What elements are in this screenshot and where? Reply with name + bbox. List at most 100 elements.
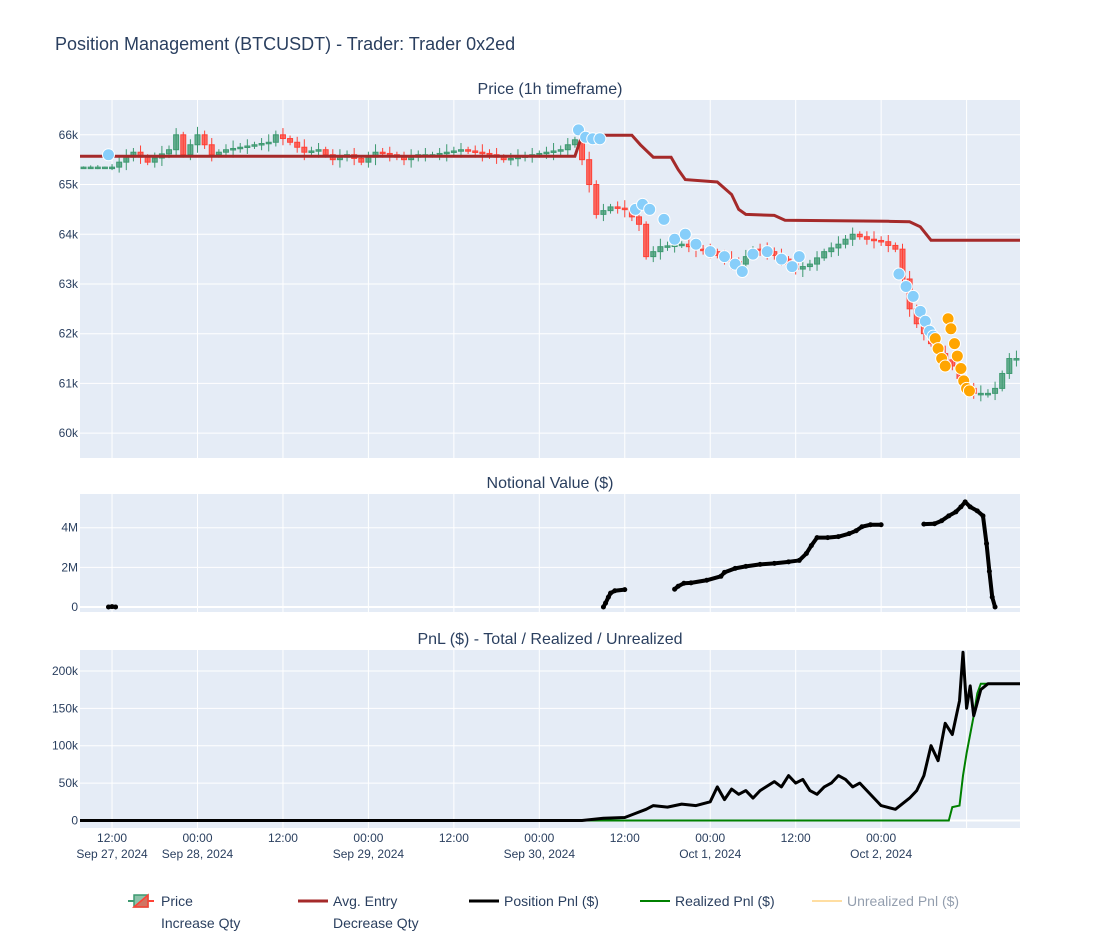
candle-up — [315, 149, 322, 152]
candle-down — [201, 134, 208, 146]
position-pnl-line — [80, 650, 1020, 822]
notional-segment — [980, 513, 989, 546]
candle-up — [999, 372, 1006, 389]
increase-qty-marker — [735, 265, 749, 279]
candle-up — [678, 243, 685, 247]
candle-up — [992, 387, 999, 394]
legend-item-decrease-qty[interactable]: Decrease Qty — [333, 915, 419, 931]
notional-segment — [984, 541, 992, 574]
increase-qty-marker — [792, 250, 806, 264]
legend-item-avg-entry[interactable]: Avg. Entry — [298, 893, 397, 909]
legend-label-unrealized-pnl: Unrealized Pnl ($) — [847, 893, 959, 909]
candle-down — [144, 156, 151, 163]
notional-plot-area[interactable] — [80, 494, 1020, 612]
x-tick-date-label: Sep 30, 2024 — [504, 847, 576, 861]
increase-qty-marker — [678, 227, 692, 241]
x-tick-date-label: Sep 29, 2024 — [333, 847, 405, 861]
candle-up — [607, 206, 614, 212]
y-tick-label: 50k — [59, 776, 79, 790]
legend-label-decrease-qty: Decrease Qty — [333, 915, 419, 931]
candle-up — [194, 134, 201, 146]
candle-down — [878, 239, 885, 243]
candle-up — [166, 149, 173, 155]
candle-down — [614, 206, 621, 209]
candle-down — [322, 149, 329, 156]
realized-pnl-line — [80, 682, 1020, 822]
price-plot-area[interactable] — [80, 100, 1020, 458]
price-gridlines — [80, 100, 1020, 458]
candle-down — [379, 151, 386, 155]
candle-up — [258, 143, 265, 146]
legend-item-increase-qty[interactable]: Increase Qty — [161, 915, 240, 931]
candle-up — [272, 134, 279, 143]
decrease-qty-markers — [928, 312, 976, 398]
y-tick-label: 61k — [59, 376, 79, 390]
notional-point — [878, 522, 884, 528]
x-tick-date-label: Sep 27, 2024 — [76, 847, 148, 861]
increase-qty-marker — [899, 279, 913, 293]
candle-down — [593, 184, 600, 215]
candle-up — [222, 149, 229, 153]
x-tick-date-label: Oct 2, 2024 — [850, 847, 912, 861]
y-tick-label: 4M — [61, 521, 78, 535]
candle-up — [173, 134, 180, 151]
decrease-qty-marker — [938, 359, 952, 373]
candle-up — [550, 150, 557, 153]
x-tick-label: 12:00 — [439, 831, 469, 845]
legend-label-price: Price — [161, 893, 193, 909]
candle-up — [564, 144, 571, 151]
candle-up — [109, 166, 116, 170]
y-tick-label: 150k — [52, 701, 79, 715]
notional-subplot-title: Notional Value ($) — [487, 475, 614, 492]
candle-up — [251, 144, 258, 147]
candle-down — [885, 241, 892, 246]
decrease-qty-marker — [947, 337, 961, 351]
notional-point — [622, 587, 628, 593]
candle-up — [657, 246, 664, 253]
candle-up — [123, 156, 130, 163]
candle-up — [799, 266, 806, 270]
legend-item-unrealized-pnl[interactable]: Unrealized Pnl ($) — [812, 893, 959, 909]
increase-qty-marker — [785, 260, 799, 274]
candle-down — [472, 150, 479, 153]
y-tick-label: 66k — [59, 128, 79, 142]
increase-qty-marker — [760, 245, 774, 259]
candle-up — [984, 392, 991, 396]
candle-up — [94, 166, 101, 170]
candle-up — [457, 149, 464, 152]
notional-y-ticks: 0 2M 4M — [61, 521, 78, 614]
x-tick-date-label: Oct 1, 2024 — [679, 847, 741, 861]
candle-down — [871, 238, 878, 242]
legend-label-position-pnl: Position Pnl ($) — [504, 893, 599, 909]
decrease-qty-marker — [944, 322, 958, 336]
pnl-plot-area[interactable] — [80, 650, 1020, 828]
pnl-subplot-title: PnL ($) - Total / Realized / Unrealized — [417, 631, 682, 648]
candle-up — [557, 149, 564, 152]
notional-point — [113, 604, 119, 610]
notional-segment — [987, 569, 995, 600]
candle-up — [543, 151, 550, 155]
increase-qty-marker — [593, 132, 607, 146]
y-tick-label: 65k — [59, 178, 79, 192]
candle-up — [849, 233, 856, 240]
candle-down — [180, 134, 187, 156]
candle-up — [187, 144, 194, 156]
candle-up — [1006, 358, 1013, 374]
legend-item-price[interactable]: Price — [128, 893, 193, 909]
legend-item-position-pnl[interactable]: Position Pnl ($) — [469, 893, 599, 909]
candle-down — [208, 144, 215, 156]
increase-qty-marker — [774, 252, 788, 266]
candle-up — [828, 247, 835, 253]
candle-down — [892, 244, 899, 250]
legend-label-realized-pnl: Realized Pnl ($) — [675, 893, 775, 909]
candle-down — [621, 207, 628, 211]
candle-up — [116, 161, 123, 168]
candle-up — [244, 145, 251, 148]
candle-down — [358, 157, 365, 163]
legend-item-realized-pnl[interactable]: Realized Pnl ($) — [640, 893, 775, 909]
candle-up — [814, 257, 821, 265]
candle-up — [87, 166, 94, 170]
candle-up — [650, 251, 657, 258]
candle-down — [465, 149, 472, 152]
